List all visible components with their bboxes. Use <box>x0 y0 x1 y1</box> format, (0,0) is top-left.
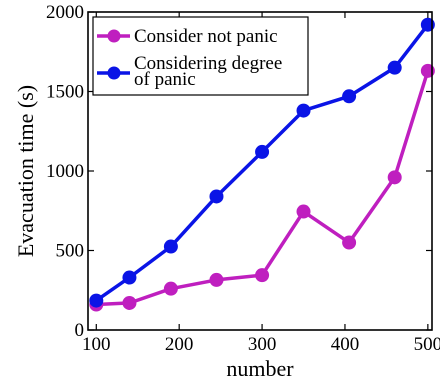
x-tick-label-500: 500 <box>414 334 440 355</box>
series-1-point-245 <box>209 189 224 204</box>
series-1-point-190 <box>163 239 178 254</box>
y-tick-label-1500: 1500 <box>46 82 84 103</box>
series-0-point-245 <box>209 272 224 287</box>
legend-label-line-2: of panic <box>134 69 196 90</box>
axis-ticks: 100 200 300 400 500 0 500 1000 1500 2000 <box>46 2 440 355</box>
y-tick-label-1000: 1000 <box>46 161 84 182</box>
legend-label-line-1: Considering degree <box>134 53 282 74</box>
series-1-point-460 <box>387 60 402 75</box>
y-tick-label-0: 0 <box>75 320 85 341</box>
series-1-point-350 <box>296 103 311 118</box>
y-axis-label: Evacuation time (s) <box>13 85 38 257</box>
x-tick-label-100: 100 <box>82 334 111 355</box>
series-0-point-350 <box>296 204 311 219</box>
series-1-point-100 <box>89 293 104 308</box>
x-axis-label: number <box>226 356 294 381</box>
legend: Consider not panic Considering degree of… <box>92 16 309 96</box>
series-0-point-190 <box>163 281 178 296</box>
series-0-point-140 <box>122 295 137 310</box>
legend-label-consider-not-panic: Consider not panic <box>134 26 278 47</box>
legend-box <box>92 16 309 96</box>
legend-marker-considering-degree-of-panic <box>107 66 121 80</box>
y-tick-label-2000: 2000 <box>46 2 84 23</box>
y-tick-label-500: 500 <box>56 241 85 262</box>
series-1-point-140 <box>122 270 137 285</box>
legend-label-considering-degree-of-panic: Considering degree of panic <box>134 53 287 90</box>
x-tick-label-400: 400 <box>331 334 360 355</box>
series-0-point-300 <box>255 268 270 283</box>
series-1-point-300 <box>255 144 270 159</box>
x-tick-label-200: 200 <box>165 334 194 355</box>
series-1-point-405 <box>342 89 357 104</box>
series-0-point-460 <box>387 170 402 185</box>
legend-marker-consider-not-panic <box>107 29 121 43</box>
chart-marks <box>89 17 435 312</box>
series-0-point-405 <box>342 235 357 250</box>
x-tick-label-300: 300 <box>248 334 277 355</box>
